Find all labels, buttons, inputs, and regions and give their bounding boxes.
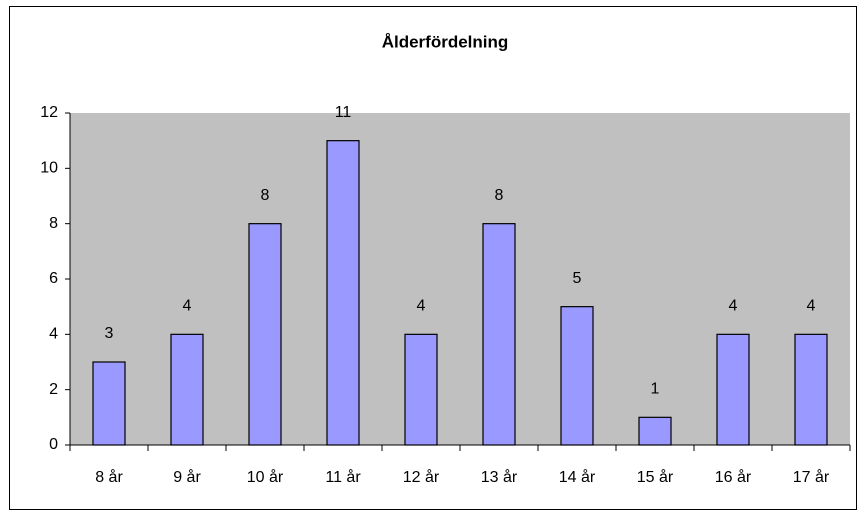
bar — [326, 140, 360, 446]
chart-title: Ålderfördelning — [382, 32, 509, 51]
y-tick-label: 6 — [49, 270, 58, 287]
x-tick-label: 11 år — [325, 468, 361, 486]
y-tick-label: 10 — [40, 160, 58, 177]
y-tick-label: 0 — [49, 436, 58, 453]
bar — [170, 333, 204, 446]
x-tick-label: 17 år — [793, 468, 830, 486]
data-label: 5 — [573, 270, 582, 287]
y-tick-label: 12 — [40, 104, 58, 121]
data-label: 1 — [651, 381, 660, 398]
bar — [404, 333, 438, 446]
data-label: 3 — [105, 325, 114, 342]
bar — [794, 333, 828, 446]
bar — [716, 333, 750, 446]
x-tick-label: 9 år — [173, 468, 201, 486]
data-label: 4 — [183, 298, 192, 315]
x-tick-label: 12 år — [403, 468, 440, 486]
data-label: 4 — [807, 298, 816, 315]
data-label: 4 — [417, 298, 426, 315]
x-tick-label: 14 år — [559, 468, 596, 486]
data-label: 8 — [495, 187, 504, 204]
y-tick-label: 2 — [49, 381, 58, 398]
x-tick-label: 13 år — [481, 468, 518, 486]
data-label: 8 — [261, 187, 270, 204]
x-tick-label: 16 år — [715, 468, 752, 486]
bar — [92, 361, 126, 446]
bar — [248, 223, 282, 446]
x-tick-label: 8 år — [95, 468, 123, 486]
data-label: 4 — [729, 298, 738, 315]
y-tick-label: 8 — [49, 215, 58, 232]
x-tick-label: 10 år — [247, 468, 284, 486]
bar — [638, 416, 672, 446]
y-tick-label: 4 — [49, 326, 58, 343]
bar — [482, 223, 516, 446]
data-label: 11 — [335, 104, 352, 121]
x-tick-label: 15 år — [637, 468, 674, 486]
bar — [560, 306, 594, 446]
